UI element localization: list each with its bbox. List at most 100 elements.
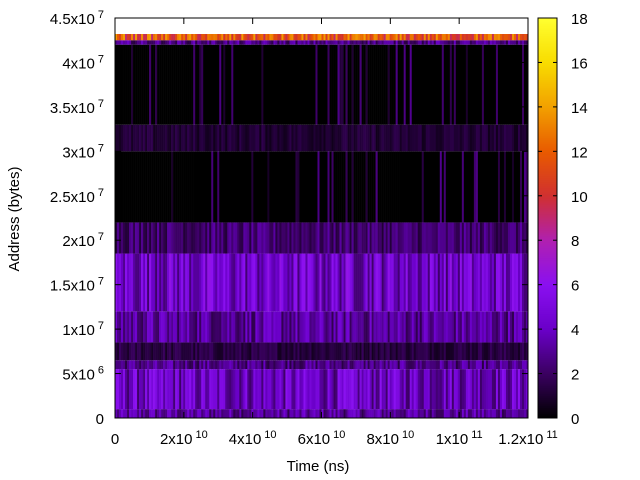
heatmap-cell — [207, 342, 210, 361]
heatmap-cell — [297, 409, 300, 418]
heatmap-cell — [505, 409, 509, 418]
heatmap-cell — [277, 44, 280, 125]
heatmap-cell — [483, 253, 487, 312]
heatmap-cell — [405, 44, 408, 125]
heatmap-cell — [123, 409, 126, 418]
heatmap-cell — [307, 222, 310, 254]
heatmap-cell — [417, 151, 421, 223]
colorbar-segment — [538, 210, 557, 213]
colorbar-segment — [538, 30, 557, 33]
heatmap-cell — [357, 151, 360, 223]
heatmap-cell — [153, 44, 156, 125]
heatmap-cell — [481, 151, 485, 223]
heatmap-cell — [155, 124, 158, 152]
heatmap-cell — [481, 311, 485, 343]
colorbar-segment — [538, 264, 557, 267]
heatmap-cell — [449, 311, 453, 343]
heatmap-cell — [353, 124, 356, 152]
heatmap-cell — [147, 369, 150, 410]
heatmap-cell — [161, 151, 164, 223]
heatmap-cell — [227, 34, 230, 41]
heatmap-cell — [237, 124, 240, 152]
heatmap-cell — [511, 124, 515, 152]
heatmap-cell — [455, 369, 459, 410]
heatmap-cell — [247, 151, 250, 223]
heatmap-cell — [261, 369, 264, 410]
heatmap-cell — [171, 369, 174, 410]
heatmap-cell — [429, 151, 433, 223]
heatmap-cell — [287, 253, 290, 312]
heatmap-cell — [167, 44, 170, 125]
heatmap-cell — [137, 311, 140, 343]
heatmap-cell — [485, 44, 489, 125]
heatmap-cell — [447, 151, 451, 223]
heatmap-cell — [453, 360, 457, 370]
heatmap-cell — [273, 44, 276, 125]
colorbar-segment — [538, 90, 557, 93]
heatmap-cell — [445, 44, 449, 125]
heatmap-cell — [351, 151, 354, 223]
heatmap-cell — [175, 369, 178, 410]
heatmap-cell — [387, 124, 390, 152]
heatmap-cell — [365, 369, 368, 410]
heatmap-cell — [175, 124, 178, 152]
heatmap-cell — [163, 342, 166, 361]
heatmap-cell — [443, 151, 447, 223]
heatmap-cell — [385, 253, 388, 312]
heatmap-cell — [429, 360, 433, 370]
heatmap-cell — [453, 151, 457, 223]
heatmap-cell — [393, 311, 396, 343]
heatmap-cell — [355, 342, 358, 361]
heatmap-cell — [489, 124, 493, 152]
heatmap-cell — [231, 124, 234, 152]
heatmap-cell — [365, 124, 368, 152]
heatmap-cell — [417, 40, 421, 45]
heatmap-cell — [155, 311, 158, 343]
heatmap-cell — [219, 253, 222, 312]
heatmap-cell — [363, 311, 366, 343]
heatmap-cell — [143, 124, 146, 152]
heatmap-cell — [351, 40, 354, 45]
heatmap-cell — [485, 253, 489, 312]
heatmap-cell — [361, 369, 364, 410]
heatmap-cell — [327, 40, 330, 45]
heatmap-cell — [155, 369, 158, 410]
colorbar-segment — [538, 350, 557, 353]
heatmap-cell — [457, 360, 461, 370]
heatmap-cell — [395, 40, 398, 45]
heatmap-cell — [127, 124, 130, 152]
heatmap-cell — [477, 124, 481, 152]
heatmap-cell — [433, 40, 437, 45]
heatmap-cell — [287, 369, 290, 410]
heatmap-cell — [285, 409, 288, 418]
heatmap-cell — [159, 369, 162, 410]
heatmap-cell — [451, 253, 455, 312]
heatmap-cell — [509, 360, 513, 370]
heatmap-cell — [117, 124, 120, 152]
heatmap-cell — [519, 222, 523, 254]
heatmap-cell — [419, 34, 423, 41]
heatmap-cell — [521, 360, 525, 370]
heatmap-cell — [163, 311, 166, 343]
heatmap-cell — [401, 369, 404, 410]
heatmap-cell — [153, 34, 156, 41]
heatmap-cell — [147, 222, 150, 254]
heatmap-cell — [341, 44, 344, 125]
heatmap-cell — [117, 151, 120, 223]
heatmap-cell — [129, 40, 132, 45]
heatmap-cell — [277, 253, 280, 312]
heatmap-cell — [217, 342, 220, 361]
heatmap-cell — [467, 151, 471, 223]
heatmap-cell — [445, 360, 449, 370]
heatmap-cell — [131, 253, 134, 312]
heatmap-cell — [323, 311, 326, 343]
heatmap-cell — [227, 360, 230, 370]
heatmap-cell — [341, 369, 344, 410]
heatmap-cell — [443, 253, 447, 312]
colorbar-segment — [538, 96, 557, 99]
heatmap-cell — [303, 40, 306, 45]
heatmap-cell — [321, 222, 324, 254]
heatmap-cell — [431, 342, 435, 361]
heatmap-cell — [391, 124, 394, 152]
heatmap-cell — [371, 369, 374, 410]
